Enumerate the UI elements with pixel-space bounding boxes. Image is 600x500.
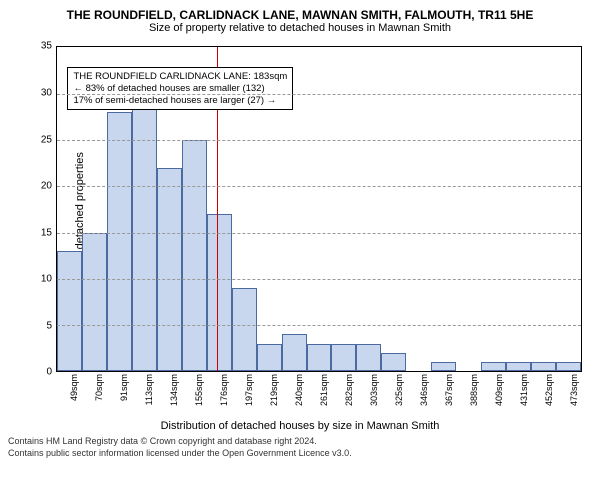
x-tick-label: 409sqm — [494, 374, 504, 406]
bar — [356, 344, 381, 372]
footer-line: Contains HM Land Registry data © Crown c… — [8, 436, 592, 448]
y-tick-label: 0 — [46, 367, 52, 378]
x-ticks: 49sqm 70sqm 91sqm 113sqm 134sqm 155sqm 176sqm 1… — [56, 372, 582, 418]
bar — [232, 288, 257, 371]
y-tick-label: 15 — [41, 227, 52, 238]
bar — [381, 353, 406, 372]
x-tick-label: 303sqm — [369, 374, 379, 406]
x-tick-label: 367sqm — [444, 374, 454, 406]
x-tick-label: 282sqm — [344, 374, 354, 406]
bar — [481, 362, 506, 371]
x-tick-label: 431sqm — [519, 374, 529, 406]
y-tick-label: 20 — [41, 181, 52, 192]
x-tick-label: 240sqm — [294, 374, 304, 406]
bar — [531, 362, 556, 371]
x-tick-label: 261sqm — [319, 374, 329, 406]
y-tick-label: 35 — [41, 41, 52, 52]
x-axis-label: Distribution of detached houses by size … — [8, 420, 592, 432]
x-tick-label: 70sqm — [94, 374, 104, 401]
bar — [331, 344, 356, 372]
x-tick-label: 197sqm — [244, 374, 254, 406]
bar — [82, 233, 107, 372]
x-tick-label: 91sqm — [119, 374, 129, 401]
x-tick-label: 134sqm — [169, 374, 179, 406]
footer-attribution: Contains HM Land Registry data © Crown c… — [8, 436, 592, 459]
x-tick-label: 155sqm — [194, 374, 204, 406]
y-tick-label: 5 — [46, 320, 52, 331]
bar — [182, 140, 207, 371]
footer-line: Contains public sector information licen… — [8, 448, 592, 460]
annotation-line: THE ROUNDFIELD CARLIDNACK LANE: 183sqm — [73, 71, 287, 83]
plot-wrapper: Number of detached properties 0510152025… — [8, 38, 592, 418]
y-ticks: 05101520253035 — [28, 46, 54, 372]
bar — [556, 362, 581, 371]
chart-title: THE ROUNDFIELD, CARLIDNACK LANE, MAWNAN … — [8, 8, 592, 22]
bar — [506, 362, 531, 371]
bar — [157, 168, 182, 372]
bar — [307, 344, 332, 372]
x-tick-label: 49sqm — [69, 374, 79, 401]
chart-subtitle: Size of property relative to detached ho… — [8, 22, 592, 34]
y-tick-label: 10 — [41, 274, 52, 285]
bar — [57, 251, 82, 371]
x-tick-label: 452sqm — [544, 374, 554, 406]
bar — [132, 103, 157, 371]
x-tick-label: 176sqm — [219, 374, 229, 406]
bar — [207, 214, 232, 371]
x-tick-label: 473sqm — [569, 374, 579, 406]
histogram-chart: THE ROUNDFIELD, CARLIDNACK LANE, MAWNAN … — [8, 8, 592, 492]
y-tick-label: 30 — [41, 87, 52, 98]
bar — [257, 344, 282, 372]
annotation-line: 17% of semi-detached houses are larger (… — [73, 95, 287, 107]
bar — [431, 362, 456, 371]
annotation-box: THE ROUNDFIELD CARLIDNACK LANE: 183sqm← … — [67, 67, 293, 111]
plot-area: THE ROUNDFIELD CARLIDNACK LANE: 183sqm← … — [56, 46, 582, 372]
x-tick-label: 388sqm — [469, 374, 479, 406]
bar — [107, 112, 132, 371]
bar — [282, 334, 307, 371]
y-tick-label: 25 — [41, 134, 52, 145]
x-tick-label: 219sqm — [269, 374, 279, 406]
x-tick-label: 346sqm — [419, 374, 429, 406]
x-tick-label: 113sqm — [144, 374, 154, 405]
x-tick-label: 325sqm — [394, 374, 404, 406]
